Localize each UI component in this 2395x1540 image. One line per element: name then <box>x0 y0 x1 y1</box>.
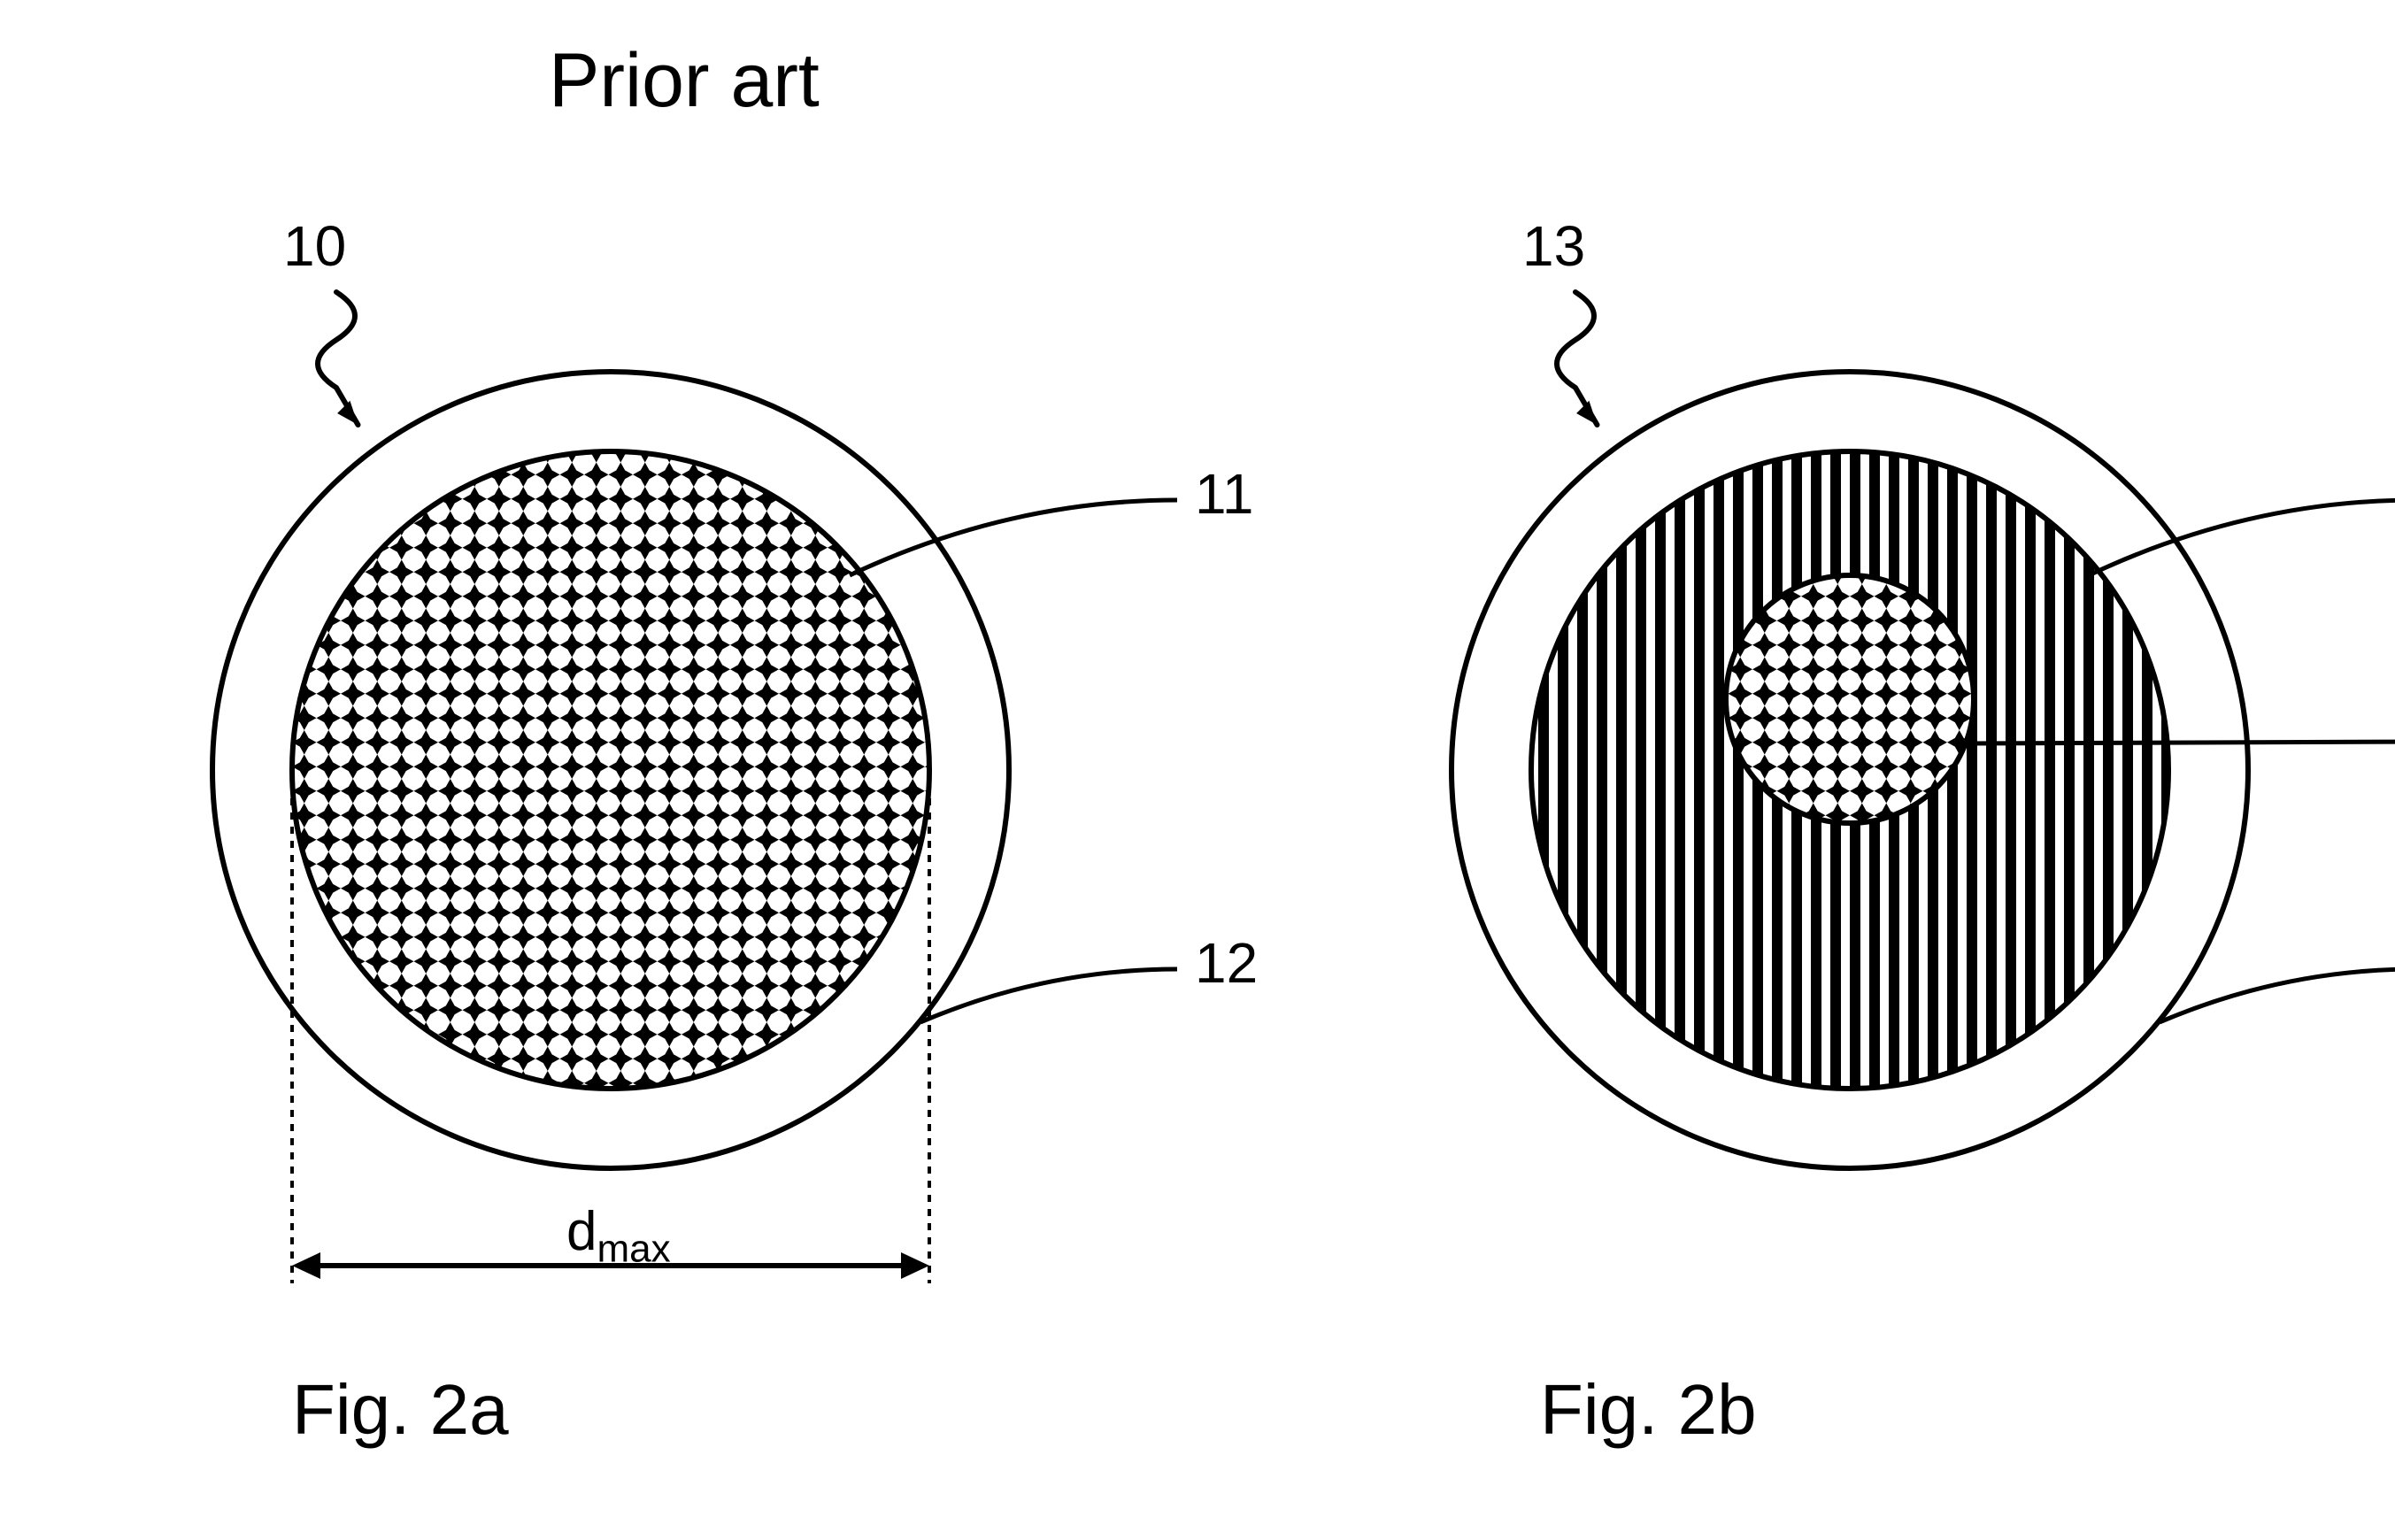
callout-label: 13 <box>1522 214 1585 278</box>
figA-inner-circle <box>292 451 929 1089</box>
dmax-label-sub: max <box>597 1228 670 1271</box>
callout-label: 12 <box>1195 931 1258 995</box>
callout-label: 10 <box>283 214 346 278</box>
dmax-label-d: d <box>566 1201 597 1262</box>
figB-core-circle <box>1726 575 1974 823</box>
callout-leader <box>1965 742 2395 743</box>
figA-caption: Fig. 2a <box>292 1370 509 1449</box>
title-prior-art: Prior art <box>549 38 820 123</box>
callout-label: 11 <box>1195 462 1253 526</box>
figB-caption: Fig. 2b <box>1540 1370 1757 1449</box>
